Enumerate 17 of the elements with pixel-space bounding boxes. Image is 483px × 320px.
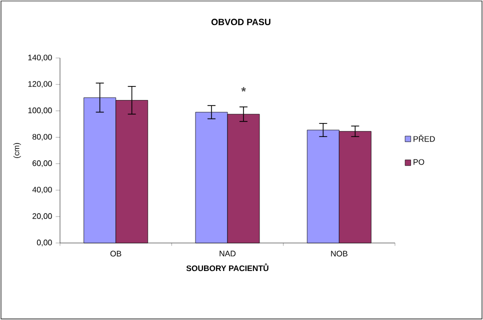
x-tick-label: NAD (220, 250, 236, 256)
chart-title: OBVOD PASU (211, 18, 270, 26)
y-tick-label: 100,00 (28, 108, 52, 114)
legend-label: PŘED (414, 134, 435, 142)
y-tick-label: 20,00 (32, 213, 52, 220)
x-tick-label: NOB (331, 250, 348, 256)
y-tick-label: 140,00 (28, 54, 52, 62)
y-tick-label: 0,00 (36, 240, 52, 246)
y-axis-title: (cm) (13, 142, 21, 158)
annotation: * (241, 87, 246, 92)
x-tick-label: OB (110, 250, 122, 256)
x-axis-title: SOUBORY PACIENTŮ (186, 263, 268, 272)
y-tick-label: 40,00 (32, 186, 52, 194)
legend-label: PO (414, 159, 424, 165)
y-tick-label: 80,00 (32, 134, 52, 141)
y-tick-label: 120,00 (28, 81, 52, 88)
y-tick-label: 60,00 (32, 160, 52, 168)
